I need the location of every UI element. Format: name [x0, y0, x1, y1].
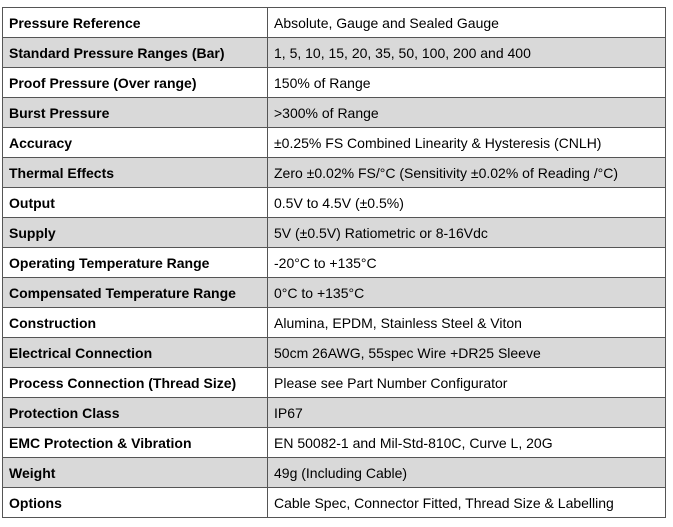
table-row: Pressure Reference Absolute, Gauge and S… [2, 7, 666, 38]
parameter-cell: Output [2, 187, 268, 218]
parameter-cell: Construction [2, 307, 268, 338]
value-cell: IP67 [267, 397, 666, 428]
value-cell: Alumina, EPDM, Stainless Steel & Viton [267, 307, 666, 338]
table-row: Electrical Connection 50cm 26AWG, 55spec… [2, 337, 666, 368]
value-cell: Please see Part Number Configurator [267, 367, 666, 398]
parameter-cell: Operating Temperature Range [2, 247, 268, 278]
value-cell: 150% of Range [267, 67, 666, 98]
table-row: Options Cable Spec, Connector Fitted, Th… [2, 487, 666, 518]
parameter-cell: EMC Protection & Vibration [2, 427, 268, 458]
value-cell: Absolute, Gauge and Sealed Gauge [267, 7, 666, 38]
value-cell: 1, 5, 10, 15, 20, 35, 50, 100, 200 and 4… [267, 37, 666, 68]
specification-table-body: Pressure Reference Absolute, Gauge and S… [2, 7, 666, 518]
value-cell: 49g (Including Cable) [267, 457, 666, 488]
table-row: Operating Temperature Range -20°C to +13… [2, 247, 666, 278]
value-cell: >300% of Range [267, 97, 666, 128]
parameter-cell: Options [2, 487, 268, 518]
value-cell: ±0.25% FS Combined Linearity & Hysteresi… [267, 127, 666, 158]
table-row: Construction Alumina, EPDM, Stainless St… [2, 307, 666, 338]
parameter-cell: Thermal Effects [2, 157, 268, 188]
table-row: Burst Pressure >300% of Range [2, 97, 666, 128]
table-row: Weight 49g (Including Cable) [2, 457, 666, 488]
parameter-cell: Process Connection (Thread Size) [2, 367, 268, 398]
parameter-cell: Compensated Temperature Range [2, 277, 268, 308]
table-row: EMC Protection & Vibration EN 50082-1 an… [2, 427, 666, 458]
value-cell: 5V (±0.5V) Ratiometric or 8-16Vdc [267, 217, 666, 248]
parameter-cell: Weight [2, 457, 268, 488]
table-row: Compensated Temperature Range 0°C to +13… [2, 277, 666, 308]
table-row: Supply 5V (±0.5V) Ratiometric or 8-16Vdc [2, 217, 666, 248]
value-cell: -20°C to +135°C [267, 247, 666, 278]
parameter-cell: Standard Pressure Ranges (Bar) [2, 37, 268, 68]
parameter-cell: Burst Pressure [2, 97, 268, 128]
table-row: Proof Pressure (Over range) 150% of Rang… [2, 67, 666, 98]
value-cell: 50cm 26AWG, 55spec Wire +DR25 Sleeve [267, 337, 666, 368]
table-row: Thermal Effects Zero ±0.02% FS/°C (Sensi… [2, 157, 666, 188]
parameter-cell: Electrical Connection [2, 337, 268, 368]
value-cell: EN 50082-1 and Mil-Std-810C, Curve L, 20… [267, 427, 666, 458]
parameter-cell: Pressure Reference [2, 7, 268, 38]
value-cell: Zero ±0.02% FS/°C (Sensitivity ±0.02% of… [267, 157, 666, 188]
value-cell: 0°C to +135°C [267, 277, 666, 308]
table-row: Accuracy ±0.25% FS Combined Linearity & … [2, 127, 666, 158]
table-row: Protection Class IP67 [2, 397, 666, 428]
table-row: Output 0.5V to 4.5V (±0.5%) [2, 187, 666, 218]
parameter-cell: Proof Pressure (Over range) [2, 67, 268, 98]
value-cell: 0.5V to 4.5V (±0.5%) [267, 187, 666, 218]
value-cell: Cable Spec, Connector Fitted, Thread Siz… [267, 487, 666, 518]
parameter-cell: Protection Class [2, 397, 268, 428]
specification-table: Pressure Reference Absolute, Gauge and S… [2, 7, 666, 518]
parameter-cell: Supply [2, 217, 268, 248]
table-row: Process Connection (Thread Size) Please … [2, 367, 666, 398]
table-row: Standard Pressure Ranges (Bar) 1, 5, 10,… [2, 37, 666, 68]
parameter-cell: Accuracy [2, 127, 268, 158]
